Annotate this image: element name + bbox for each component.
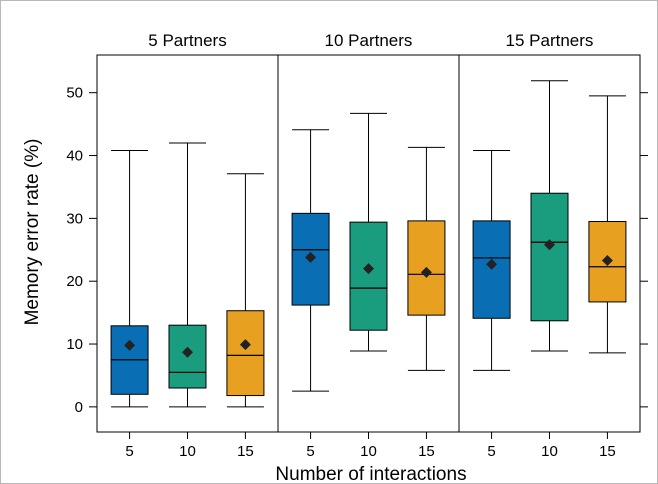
x-axis-label: Number of interactions: [275, 464, 466, 484]
box-10-partners-5: [291, 129, 330, 392]
x-tick-label: 5: [125, 443, 133, 460]
y-tick-label: 10: [66, 336, 83, 353]
y-tick-label: 50: [66, 85, 83, 102]
mean-marker: [544, 239, 555, 251]
x-tick-label: 10: [179, 443, 196, 460]
mean-marker: [601, 254, 613, 266]
x-tick-label: 15: [237, 443, 254, 460]
x-tick-label: 15: [599, 443, 616, 460]
box-5-partners-10: [168, 142, 207, 408]
box-5-partners-15: [226, 173, 265, 408]
iqr-box: [226, 310, 265, 397]
iqr-box: [530, 192, 569, 322]
x-tick-label: 10: [541, 443, 558, 460]
panel-title: 15 Partners: [506, 31, 594, 50]
y-tick-label: 30: [66, 210, 83, 227]
box-5-partners-5: [110, 150, 149, 408]
box-15-partners-15: [588, 95, 627, 354]
mean-marker: [363, 263, 374, 275]
box-15-partners-10: [530, 80, 569, 352]
mean-marker: [420, 266, 432, 278]
box-10-partners-15: [407, 146, 446, 371]
x-tick-label: 15: [418, 443, 435, 460]
mean-marker: [239, 339, 251, 351]
x-tick-label: 5: [306, 443, 314, 460]
iqr-box: [349, 221, 388, 331]
x-tick-label: 10: [360, 443, 377, 460]
panel-title: 5 Partners: [148, 31, 226, 50]
mean-marker: [124, 339, 136, 351]
y-tick-label: 0: [75, 399, 83, 416]
box-10-partners-10: [349, 112, 388, 352]
mean-marker: [182, 346, 193, 358]
mean-marker: [305, 251, 317, 263]
y-axis-label: Memory error rate (%): [22, 139, 43, 326]
y-tick-label: 20: [66, 273, 83, 290]
mean-marker: [486, 258, 498, 270]
y-tick-label: 40: [66, 148, 83, 165]
box-15-partners-5: [472, 150, 511, 371]
x-tick-label: 5: [487, 443, 495, 460]
panel-title: 10 Partners: [325, 31, 413, 50]
